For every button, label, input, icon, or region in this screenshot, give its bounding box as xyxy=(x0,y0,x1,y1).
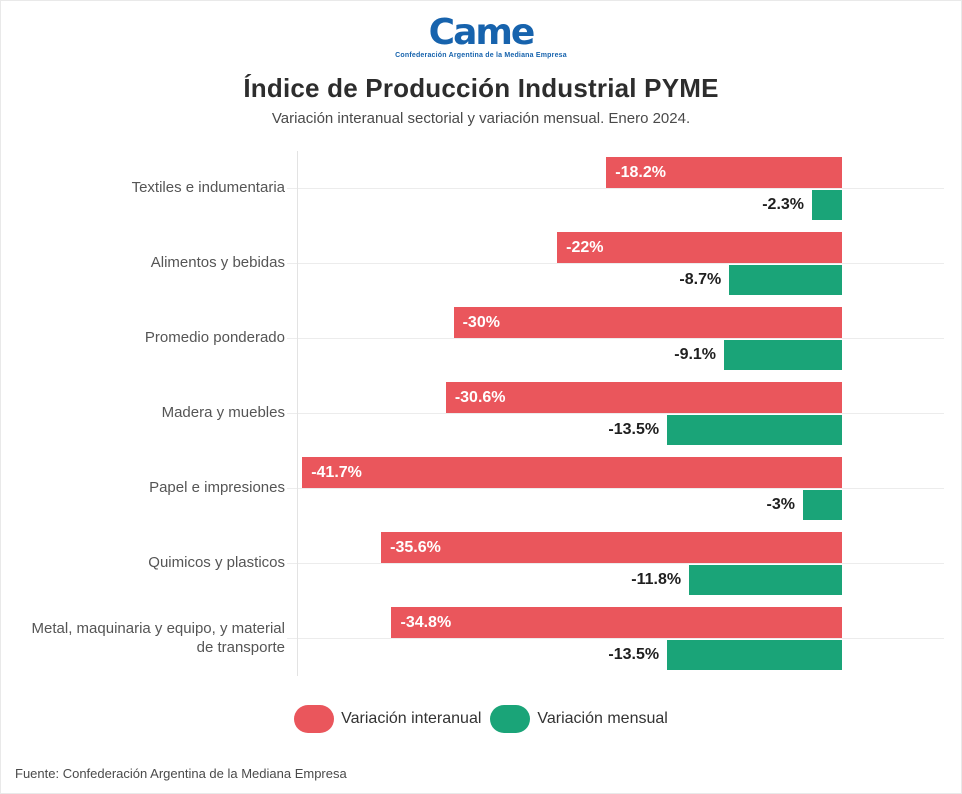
gridline xyxy=(287,263,944,264)
bar-interanual: -30.6% xyxy=(445,382,842,413)
bar-chart: Textiles e indumentaria -18.2% -2.3% Alimen… xyxy=(1,151,961,676)
row-plot: -30% -9.1% xyxy=(287,301,944,376)
chart-row: Quimicos y plasticos -35.6% -11.8% xyxy=(15,526,944,601)
chart-row: Papel e impresiones -41.7% -3% xyxy=(15,451,944,526)
source-note: Fuente: Confederación Argentina de la Me… xyxy=(15,766,347,781)
category-label: Papel e impresiones xyxy=(149,479,285,497)
bar-mensual xyxy=(812,190,842,220)
bar-interanual: -35.6% xyxy=(381,532,842,563)
bar-interanual: -30% xyxy=(453,307,842,338)
page-title: Índice de Producción Industrial PYME xyxy=(243,73,719,103)
row-plot: -35.6% -11.8% xyxy=(287,526,944,601)
bar-value-mensual: -8.7% xyxy=(679,271,722,288)
legend-label-interanual: Variación interanual xyxy=(341,710,482,727)
came-logo-wordmark: Came xyxy=(428,12,536,53)
bar-value-interanual: -34.8% xyxy=(400,614,452,631)
bar-value-interanual: -35.6% xyxy=(390,539,441,556)
bar-value-mensual: -3% xyxy=(766,496,795,513)
legend: Variación interanual Variación mensual xyxy=(1,705,961,733)
legend-item-interanual: Variación interanual xyxy=(294,705,481,733)
row-plot: -41.7% -3% xyxy=(287,451,944,526)
x-axis-line xyxy=(297,151,298,676)
bar-mensual xyxy=(802,490,842,520)
gridline xyxy=(287,338,944,339)
row-plot: -22% -8.7% xyxy=(287,226,944,301)
bar-interanual: -41.7% xyxy=(302,457,842,488)
bar-value-mensual: -9.1% xyxy=(674,346,717,363)
page-subtitle: Variación interanual sectorial y variaci… xyxy=(271,110,691,127)
category-label: Madera y muebles xyxy=(161,404,285,422)
bar-interanual: -34.8% xyxy=(391,607,842,638)
gridline xyxy=(287,413,944,414)
bar-value-interanual: -41.7% xyxy=(311,464,362,481)
legend-swatch-mensual xyxy=(490,705,531,733)
gridline xyxy=(287,563,944,564)
bar-value-mensual: -2.3% xyxy=(762,196,805,213)
bar-value-mensual: -11.8% xyxy=(631,571,682,588)
chart-row: Promedio ponderado -30% -9.1% xyxy=(15,301,944,376)
bar-interanual: -18.2% xyxy=(606,157,842,188)
chart-row: Madera y muebles -30.6% -13.5% xyxy=(15,376,944,451)
bar-mensual xyxy=(724,340,842,370)
bar-value-interanual: -22% xyxy=(566,239,604,256)
bar-mensual xyxy=(729,265,842,295)
row-plot: -18.2% -2.3% xyxy=(287,151,944,226)
legend-item-mensual: Variación mensual xyxy=(490,705,668,733)
bar-mensual xyxy=(689,565,842,595)
row-plot: -30.6% -13.5% xyxy=(287,376,944,451)
legend-swatch-interanual xyxy=(294,705,335,733)
bar-mensual xyxy=(667,640,842,670)
chart-rows: Textiles e indumentaria -18.2% -2.3% Alimen… xyxy=(15,151,944,676)
chart-row: Textiles e indumentaria -18.2% -2.3% xyxy=(15,151,944,226)
category-label: Promedio ponderado xyxy=(144,329,285,347)
bar-value-interanual: -30% xyxy=(462,314,500,331)
gridline xyxy=(287,488,944,489)
came-logo-tagline: Confederación Argentina de la Mediana Em… xyxy=(395,52,567,59)
gridline xyxy=(287,638,944,639)
chart-row: Alimentos y bebidas -22% -8.7% xyxy=(15,226,944,301)
bar-value-interanual: -18.2% xyxy=(615,164,666,181)
came-logo: Came Confederación Argentina de la Media… xyxy=(1,1,961,60)
category-label: Metal, maquinaria y equipo, y material d… xyxy=(31,619,285,656)
category-label: Quimicos y plasticos xyxy=(148,554,285,572)
gridline xyxy=(287,188,944,189)
bar-value-interanual: -30.6% xyxy=(454,389,506,406)
chart-row: Metal, maquinaria y equipo, y material d… xyxy=(15,601,944,676)
legend-label-mensual: Variación mensual xyxy=(537,710,668,727)
bar-value-mensual: -13.5% xyxy=(608,421,660,438)
category-label: Alimentos y bebidas xyxy=(150,254,285,272)
category-label: Textiles e indumentaria xyxy=(131,179,285,197)
bar-interanual: -22% xyxy=(557,232,842,263)
row-plot: -34.8% -13.5% xyxy=(287,601,944,676)
bar-mensual xyxy=(667,415,842,445)
bar-value-mensual: -13.5% xyxy=(608,646,660,663)
